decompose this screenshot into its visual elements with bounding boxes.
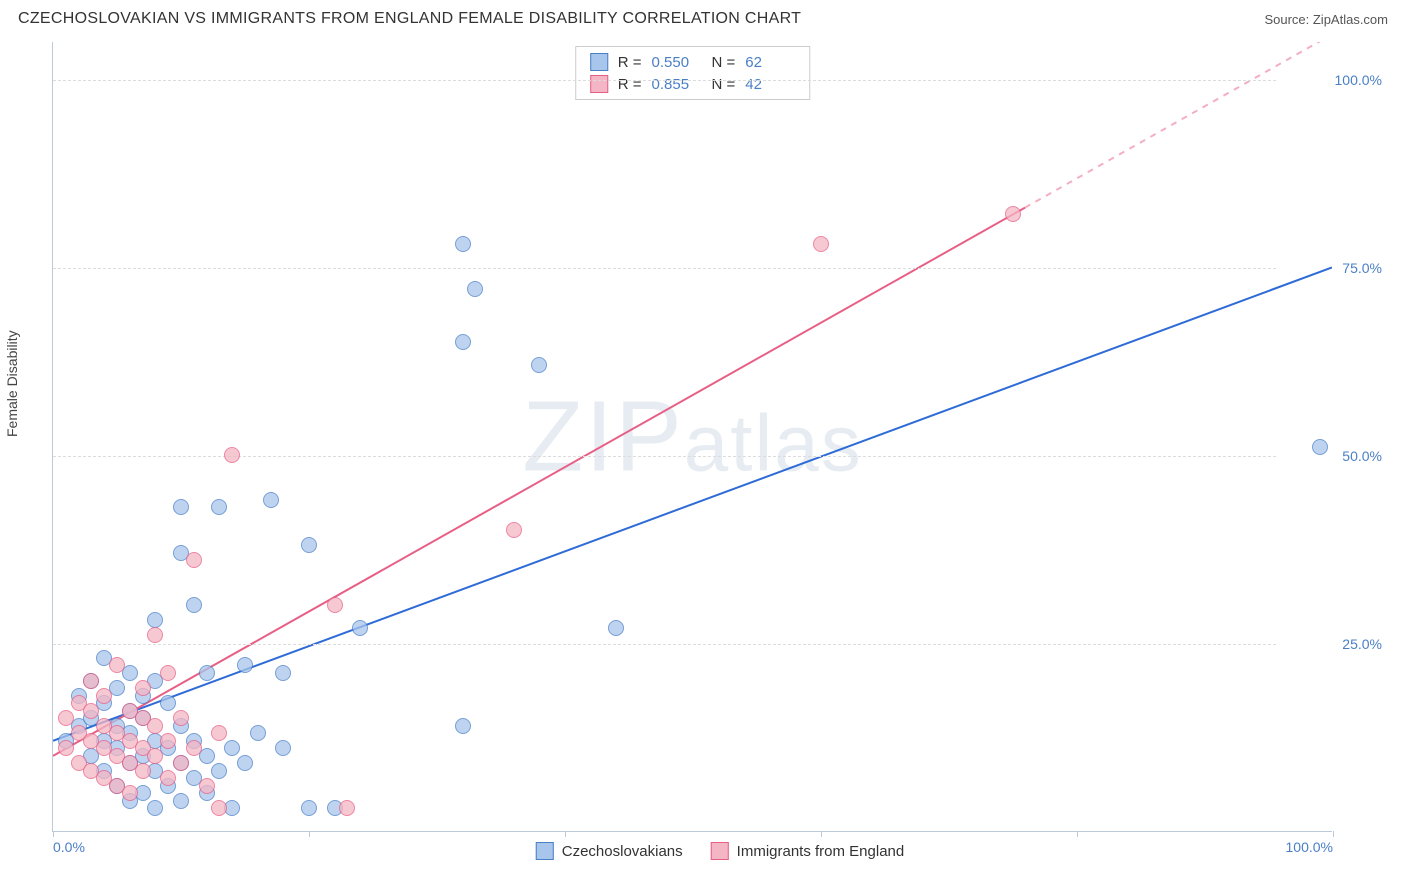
watermark: ZIPatlas [522,379,863,494]
legend-swatch [536,842,554,860]
data-point [58,710,74,726]
data-point [173,499,189,515]
legend-swatch [590,53,608,71]
data-point [173,755,189,771]
legend-row: R = 0.855 N = 42 [590,73,796,95]
trend-line-dashed [1025,42,1332,208]
data-point [455,334,471,350]
data-point [173,710,189,726]
data-point [301,537,317,553]
data-point [263,492,279,508]
r-label: R = [618,54,642,71]
x-tick [565,831,566,837]
legend-item: Immigrants from England [711,842,905,860]
data-point [147,612,163,628]
gridline [53,80,1276,81]
data-point [211,725,227,741]
x-tick [821,831,822,837]
n-label: N = [712,54,736,71]
legend-item: Czechoslovakians [536,842,683,860]
trend-lines [53,42,1332,831]
data-point [83,703,99,719]
data-point [147,800,163,816]
data-point [275,665,291,681]
data-point [455,236,471,252]
gridline [53,268,1276,269]
data-point [211,763,227,779]
correlation-legend: R = 0.550 N = 62 R = 0.855 N = 42 [575,46,811,100]
series-legend: Czechoslovakians Immigrants from England [536,842,904,860]
data-point [147,627,163,643]
data-point [301,800,317,816]
x-tick-label: 0.0% [53,839,85,855]
data-point [467,281,483,297]
legend-swatch [711,842,729,860]
n-value: 42 [745,76,795,93]
data-point [186,552,202,568]
x-tick-label: 100.0% [1286,839,1333,855]
y-axis-label: Female Disability [4,330,20,437]
data-point [186,597,202,613]
gridline [53,644,1276,645]
data-point [135,680,151,696]
data-point [352,620,368,636]
data-point [109,657,125,673]
data-point [147,748,163,764]
chart-source: Source: ZipAtlas.com [1264,12,1388,27]
x-tick [309,831,310,837]
n-value: 62 [745,54,795,71]
x-tick [53,831,54,837]
legend-label: Immigrants from England [737,843,905,860]
y-tick-label: 75.0% [1342,260,1382,276]
y-tick-label: 50.0% [1342,448,1382,464]
data-point [122,785,138,801]
data-point [455,718,471,734]
data-point [237,657,253,673]
data-point [173,793,189,809]
chart-title: CZECHOSLOVAKIAN VS IMMIGRANTS FROM ENGLA… [18,10,801,28]
data-point [199,665,215,681]
n-label: N = [712,76,736,93]
x-tick [1077,831,1078,837]
data-point [224,447,240,463]
data-point [506,522,522,538]
data-point [58,740,74,756]
y-tick-label: 25.0% [1342,636,1382,652]
data-point [83,673,99,689]
data-point [96,688,112,704]
data-point [327,597,343,613]
chart-area: Female Disability ZIPatlas R =0.550N =62… [52,42,1388,832]
data-point [237,755,253,771]
data-point [135,763,151,779]
data-point [250,725,266,741]
data-point [199,778,215,794]
legend-label: Czechoslovakians [562,843,683,860]
data-point [608,620,624,636]
data-point [160,695,176,711]
data-point [160,733,176,749]
data-point [531,357,547,373]
data-point [160,665,176,681]
data-point [1312,439,1328,455]
data-point [211,499,227,515]
data-point [339,800,355,816]
data-point [211,800,227,816]
data-point [275,740,291,756]
legend-swatch [590,75,608,93]
data-point [160,770,176,786]
data-point [186,740,202,756]
scatter-plot: ZIPatlas R =0.550N =62R =0.855N =42 25.0… [52,42,1332,832]
data-point [813,236,829,252]
r-value: 0.550 [652,54,702,71]
data-point [147,718,163,734]
y-tick-label: 100.0% [1335,72,1382,88]
data-point [224,740,240,756]
data-point [1005,206,1021,222]
x-tick [1333,831,1334,837]
r-label: R = [618,76,642,93]
r-value: 0.855 [652,76,702,93]
legend-row: R = 0.550 N = 62 [590,51,796,73]
